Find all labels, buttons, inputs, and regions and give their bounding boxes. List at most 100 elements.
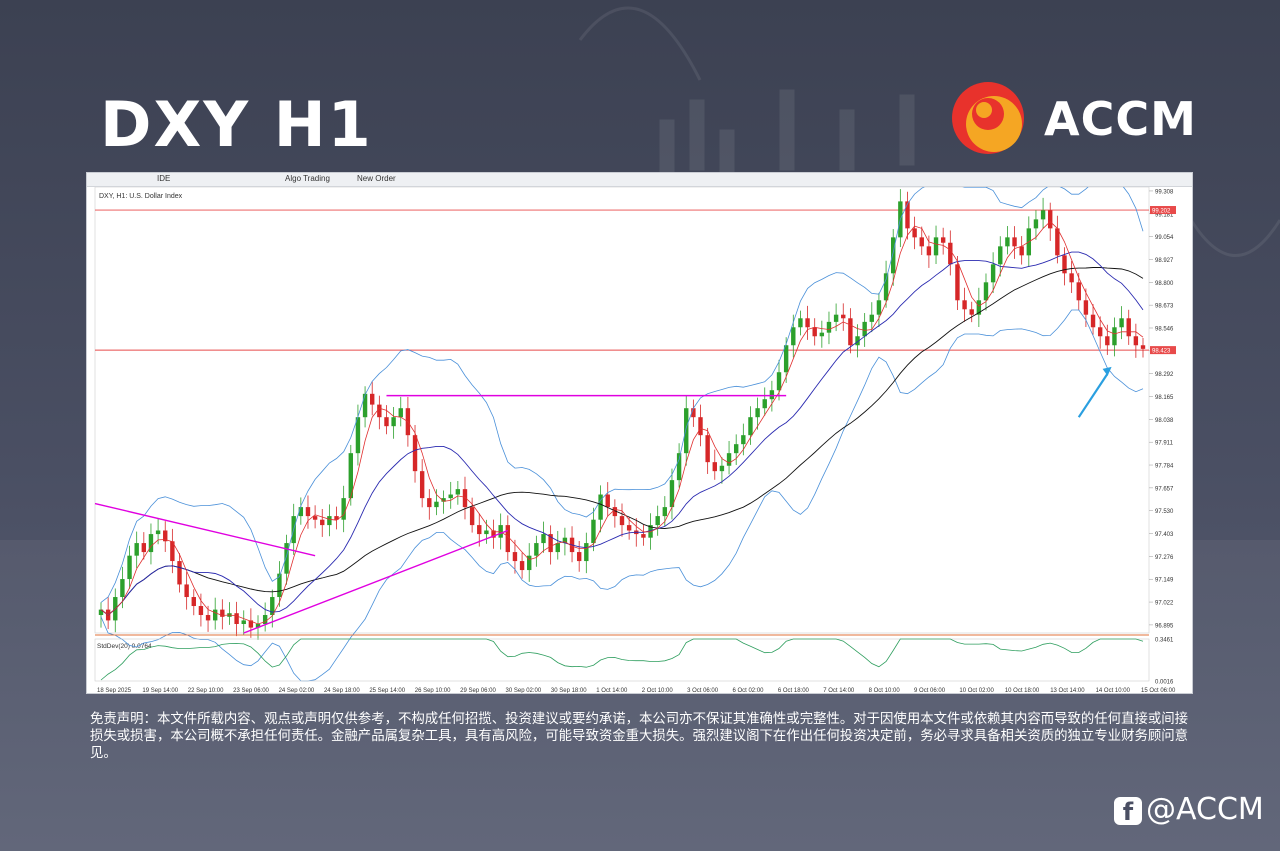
candle-body (748, 417, 753, 436)
candle-body (1062, 255, 1067, 274)
candle-body (120, 579, 125, 598)
y-tick-label: 98.165 (1155, 395, 1174, 401)
x-tick-label: 10 Oct 18:00 (1005, 688, 1040, 694)
candle-body (498, 525, 503, 538)
candle-body (919, 237, 924, 247)
candle-body (155, 530, 161, 535)
candle-body (1083, 300, 1089, 315)
new-order-button[interactable]: New Order (357, 174, 396, 183)
candle-body (127, 555, 132, 580)
candle-body (1069, 273, 1074, 283)
candle-body (355, 417, 361, 454)
candle-body (812, 327, 817, 337)
candle-body (512, 552, 518, 562)
candle-body (541, 534, 546, 544)
candle-body (427, 498, 432, 508)
candle-body (855, 336, 860, 346)
candle-body (1040, 210, 1046, 220)
x-tick-label: 3 Oct 06:00 (687, 688, 719, 694)
candle-body (933, 237, 939, 256)
candle-body (320, 519, 325, 526)
bollinger-upper-line (100, 174, 1144, 603)
candle-body (298, 507, 304, 517)
stddev-tick-label: 0.3461 (1155, 638, 1174, 644)
candle-body (733, 444, 739, 454)
x-tick-label: 18 Sep 2025 (97, 688, 132, 694)
candle-body (955, 264, 960, 301)
y-tick-label: 99.054 (1155, 235, 1174, 241)
candle-body (391, 417, 396, 427)
y-tick-label: 98.292 (1155, 372, 1174, 378)
candle-body (691, 408, 696, 418)
y-tick-label: 96.895 (1155, 623, 1174, 629)
candle-body (891, 237, 896, 274)
candle-body (362, 393, 368, 418)
trading-chart[interactable]: IDE Algo Trading New Order DXY, H1: U.S.… (86, 172, 1193, 694)
price-panel-frame (94, 186, 1150, 634)
level-price-tag (1150, 346, 1176, 355)
candle-body (948, 242, 953, 265)
x-tick-label: 6 Oct 18:00 (778, 688, 810, 694)
candle-body (419, 471, 425, 499)
x-tick-label: 2 Oct 10:00 (642, 688, 674, 694)
candle-body (655, 516, 660, 526)
candle-body (262, 615, 268, 625)
candle-body (255, 624, 261, 628)
candle-body (741, 435, 746, 445)
y-tick-label: 98.673 (1155, 304, 1174, 310)
candle-body (312, 516, 318, 520)
candle-body (684, 408, 689, 454)
candle-body (926, 246, 932, 256)
candle-body (469, 507, 475, 526)
candle-body (148, 534, 154, 553)
candle-body (334, 516, 339, 520)
candle-body (762, 399, 767, 409)
candle-body (1076, 282, 1081, 301)
x-tick-label: 19 Sep 14:00 (142, 688, 178, 694)
y-tick-label: 97.149 (1155, 578, 1174, 584)
candle-body (869, 314, 874, 322)
algo-trading-button[interactable]: Algo Trading (285, 174, 330, 183)
candle-body (912, 228, 917, 238)
candle-body (548, 534, 553, 553)
candle-body (990, 264, 996, 283)
candle-body (662, 507, 668, 517)
candle-body (669, 480, 675, 508)
candle-body (484, 530, 489, 535)
candle-body (191, 597, 196, 607)
candle-body (591, 519, 596, 544)
x-tick-label: 30 Sep 02:00 (506, 688, 542, 694)
candle-body (998, 246, 1003, 265)
candle-body (562, 537, 568, 544)
symbol-label: DXY, H1: U.S. Dollar Index (99, 193, 183, 200)
candle-body (976, 300, 982, 315)
candle-body (98, 609, 104, 616)
candle-body (1097, 327, 1103, 337)
candle-body (163, 530, 168, 542)
candle-body (969, 309, 974, 315)
stddev-line (100, 638, 1144, 681)
candle-body (284, 543, 289, 574)
y-tick-label: 99.181 (1155, 212, 1174, 218)
candle-body (626, 525, 632, 531)
level-price-tag (1150, 206, 1176, 215)
y-tick-label: 97.530 (1155, 509, 1174, 515)
ide-button[interactable]: IDE (157, 174, 171, 183)
x-tick-label: 29 Sep 06:00 (460, 688, 496, 694)
candle-body (833, 314, 839, 322)
candle-body (134, 543, 139, 556)
candle-body (1055, 228, 1060, 256)
candle-body (184, 584, 189, 598)
y-tick-label: 97.657 (1155, 486, 1174, 492)
candle-body (412, 435, 418, 472)
candle-body (527, 555, 532, 571)
bollinger-lower-line (100, 309, 1144, 682)
candle-body (962, 300, 967, 310)
candle-body (177, 561, 182, 585)
candle-body (491, 530, 496, 538)
candle-body (212, 609, 218, 621)
candle-body (584, 543, 589, 562)
candle-body (370, 393, 375, 405)
candle-body (270, 597, 275, 616)
social-handle[interactable]: f @ACCM (1114, 792, 1264, 827)
